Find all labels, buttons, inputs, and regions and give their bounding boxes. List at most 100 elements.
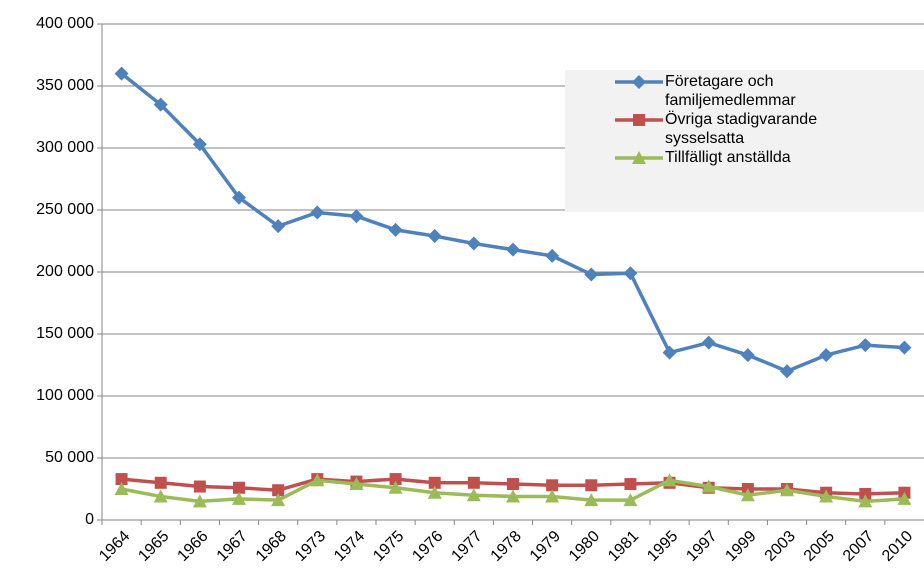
marker xyxy=(858,494,873,508)
marker xyxy=(633,114,645,126)
x-tick-label: 1967 xyxy=(214,528,251,565)
x-tick-label: 1999 xyxy=(722,528,759,565)
x-tick-label: 1964 xyxy=(96,528,133,565)
marker xyxy=(271,493,286,507)
legend-symbol xyxy=(615,114,663,126)
x-tick-label: 1977 xyxy=(448,528,485,565)
x-tick-label: 2005 xyxy=(801,528,838,565)
marker xyxy=(232,190,246,205)
legend-symbol xyxy=(615,75,663,89)
legend-item: Övriga stadigvarande sysselsatta xyxy=(613,110,924,148)
y-tick-label: 250 000 xyxy=(36,201,94,218)
marker xyxy=(192,494,207,508)
marker xyxy=(780,483,794,497)
marker xyxy=(545,489,560,503)
marker xyxy=(427,229,442,244)
marker xyxy=(623,493,638,507)
marker xyxy=(115,473,128,486)
marker xyxy=(740,348,755,363)
legend-item: Tillfälligt anställda xyxy=(613,148,924,167)
legend: Företagare och familjemedlemmar Övriga st… xyxy=(565,70,924,212)
marker xyxy=(153,489,168,503)
x-tick-label: 1978 xyxy=(488,528,525,565)
marker xyxy=(466,236,481,251)
marker xyxy=(545,248,560,263)
marker xyxy=(819,348,834,363)
marker xyxy=(388,222,403,237)
marker xyxy=(701,479,716,493)
x-tick-label: 1979 xyxy=(527,528,564,565)
marker xyxy=(467,476,480,489)
y-tick-label: 0 xyxy=(85,511,94,528)
x-tick-label: 1966 xyxy=(174,528,211,565)
marker xyxy=(780,364,794,379)
marker xyxy=(388,480,403,494)
x-tick-label: 1975 xyxy=(370,528,407,565)
marker xyxy=(154,476,167,489)
marker xyxy=(349,209,364,224)
marker xyxy=(193,480,206,493)
marker xyxy=(233,481,245,494)
y-tick-label: 150 000 xyxy=(36,325,94,342)
marker xyxy=(623,266,638,281)
x-tick-label: 1981 xyxy=(605,528,642,565)
marker xyxy=(897,340,912,355)
y-tick-label: 100 000 xyxy=(36,387,94,404)
y-tick-label: 300 000 xyxy=(36,139,94,156)
legend-symbol xyxy=(615,151,663,164)
marker xyxy=(192,137,207,152)
marker xyxy=(428,476,441,489)
marker xyxy=(507,478,519,491)
marker xyxy=(632,151,646,164)
marker xyxy=(153,97,168,112)
marker xyxy=(506,489,520,503)
legend-label: Företagare och familjemedlemmar xyxy=(665,73,796,109)
x-tick-label: 1974 xyxy=(331,528,368,565)
marker xyxy=(310,473,325,487)
marker xyxy=(466,488,481,502)
marker xyxy=(632,75,646,89)
marker xyxy=(389,473,402,486)
legend-item: Företagare och familjemedlemmar xyxy=(613,72,924,110)
x-tick-label: 1995 xyxy=(644,528,681,565)
marker xyxy=(859,487,872,500)
marker xyxy=(506,242,520,257)
marker xyxy=(584,493,599,507)
marker xyxy=(858,338,873,353)
marker xyxy=(114,66,129,81)
marker xyxy=(662,473,677,487)
marker xyxy=(897,491,912,505)
y-tick-label: 50 000 xyxy=(45,449,94,466)
x-tick-label: 2007 xyxy=(840,528,877,565)
marker xyxy=(662,345,677,360)
x-tick-label: 1968 xyxy=(253,528,290,565)
marker xyxy=(114,482,129,495)
x-tick-label: 1973 xyxy=(292,528,329,565)
x-tick-label: 1997 xyxy=(683,528,720,565)
x-tick-label: 2003 xyxy=(762,528,799,565)
x-tick-label: 1976 xyxy=(409,528,446,565)
marker xyxy=(271,219,286,234)
marker xyxy=(740,488,755,502)
marker xyxy=(272,484,285,497)
marker xyxy=(310,205,325,220)
y-tick-label: 400 000 xyxy=(36,15,94,32)
x-tick-label: 1965 xyxy=(135,528,172,565)
marker xyxy=(349,477,364,491)
marker xyxy=(232,491,246,505)
y-tick-label: 200 000 xyxy=(36,263,94,280)
marker xyxy=(624,478,637,491)
marker xyxy=(584,267,599,282)
y-tick-label: 350 000 xyxy=(36,77,94,94)
legend-label: Tillfälligt anställda xyxy=(665,149,791,166)
marker xyxy=(701,335,716,350)
legend-label: Övriga stadigvarande sysselsatta xyxy=(665,111,818,147)
marker xyxy=(819,489,834,503)
marker xyxy=(546,479,559,492)
marker xyxy=(427,485,442,499)
x-tick-label: 2010 xyxy=(879,528,916,565)
x-tick-label: 1980 xyxy=(566,528,603,565)
marker xyxy=(585,479,598,492)
